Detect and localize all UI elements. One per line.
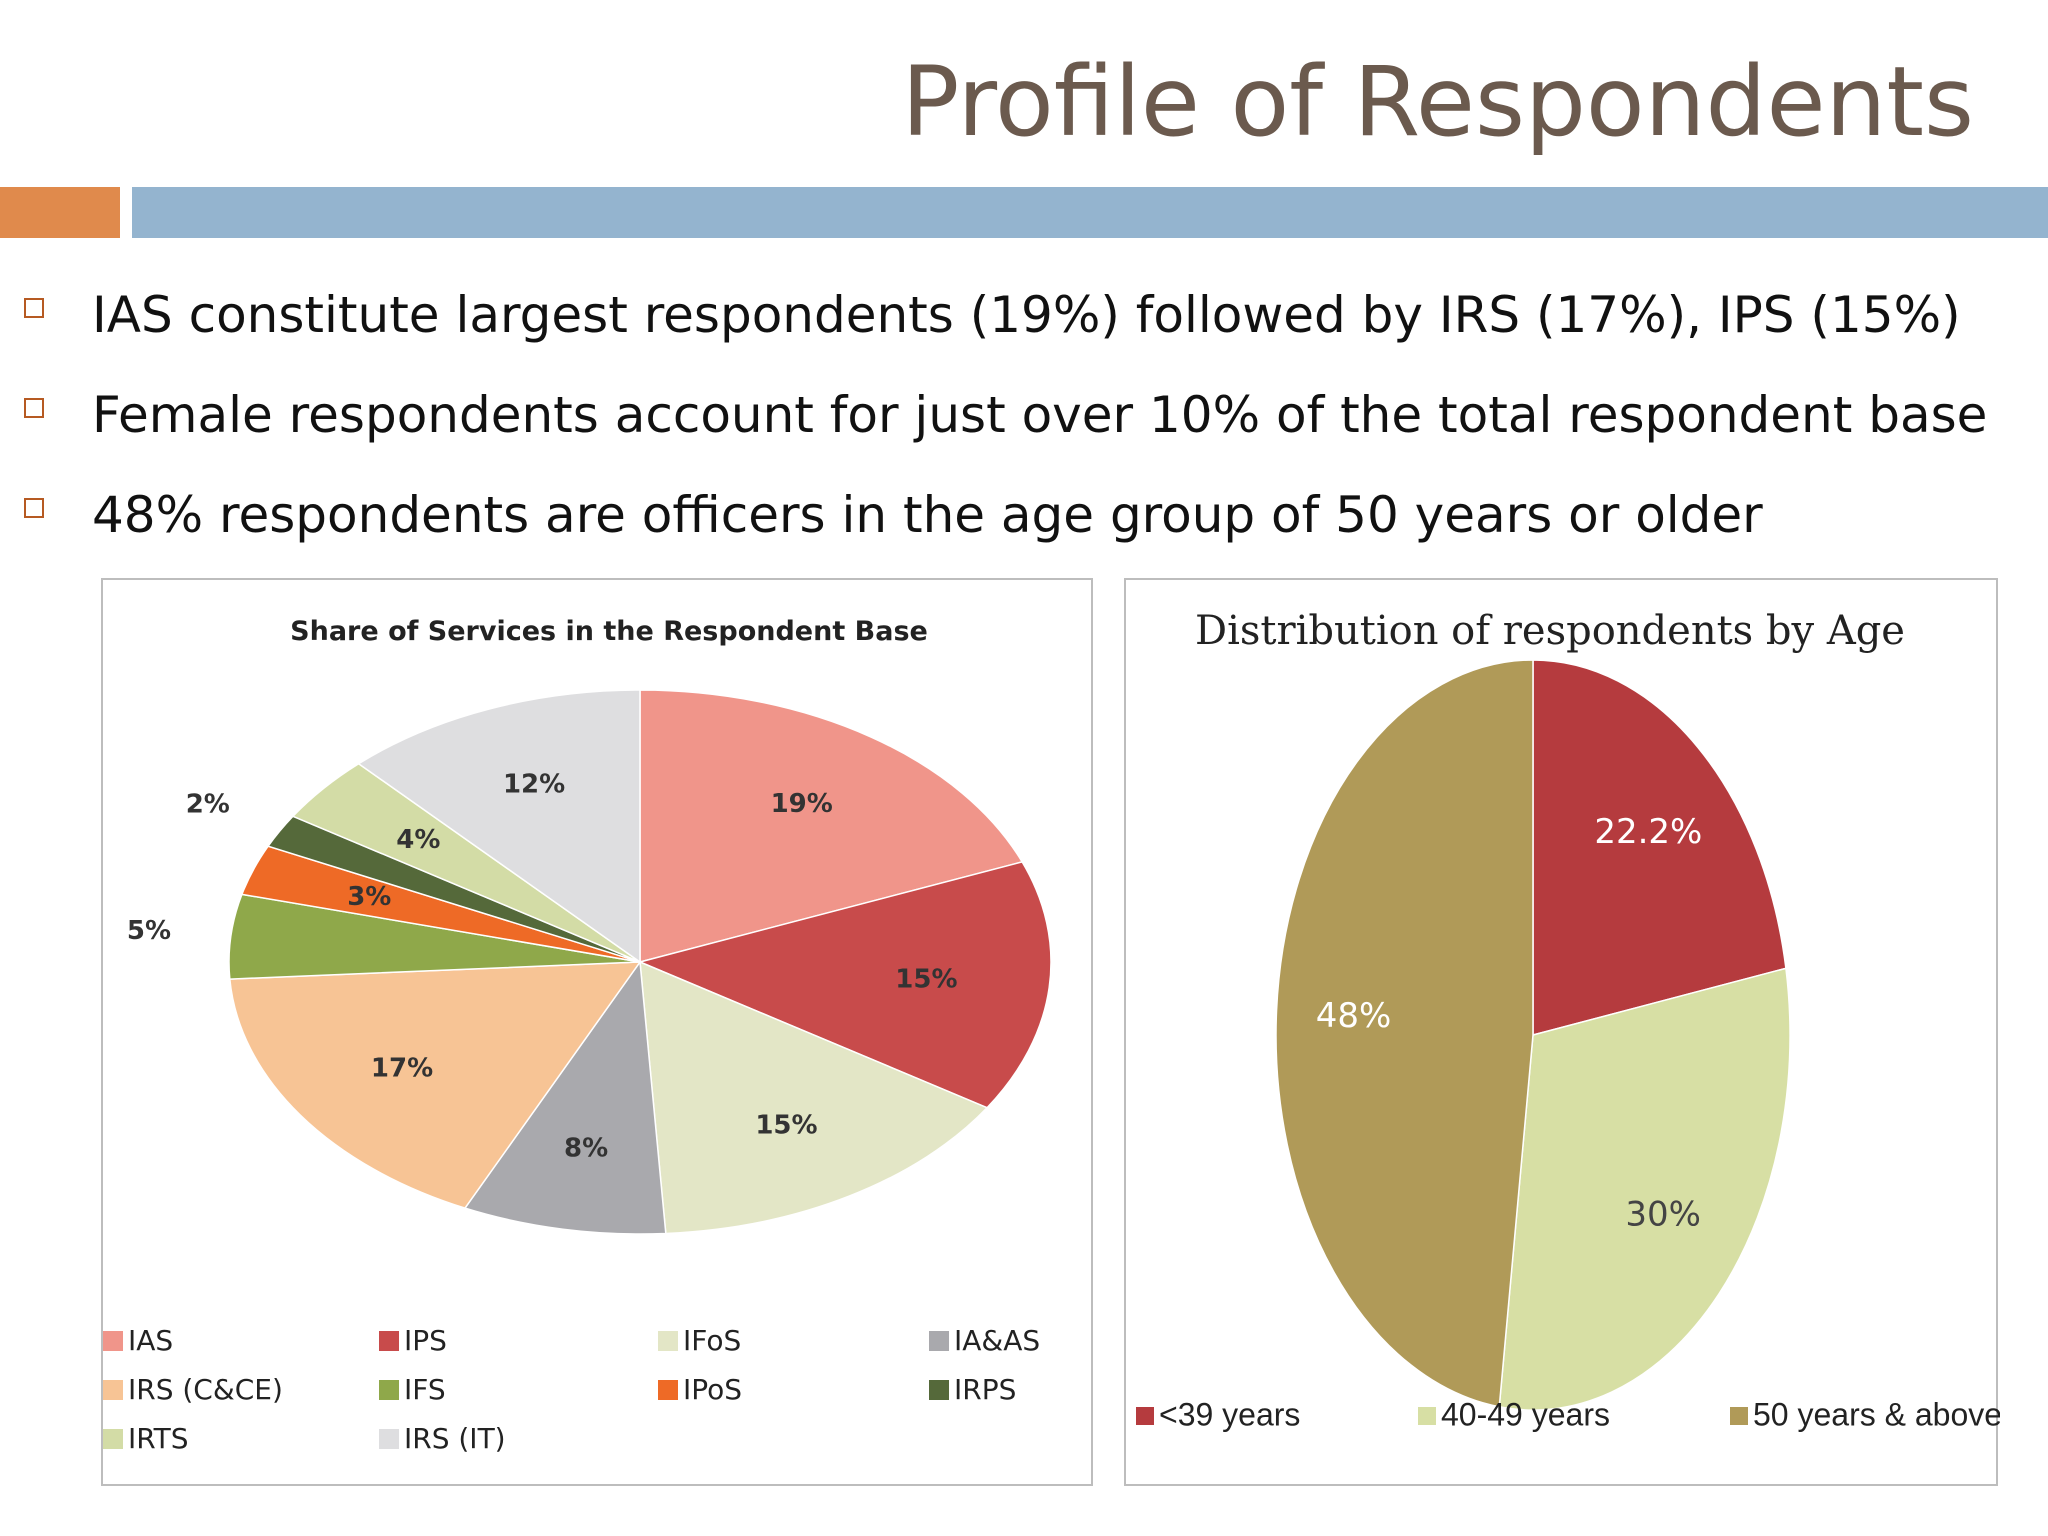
data-label: 12% xyxy=(503,769,565,799)
legend-label: IRS (C&CE) xyxy=(128,1373,283,1406)
data-label: 8% xyxy=(564,1134,608,1164)
legend-label: IRPS xyxy=(954,1373,1016,1406)
bullet-square-icon xyxy=(24,398,44,418)
legend-swatch xyxy=(1136,1407,1154,1425)
legend-swatch xyxy=(1730,1407,1748,1425)
legend-swatch xyxy=(929,1331,949,1351)
bullet-text: Female respondents account for just over… xyxy=(92,386,1988,444)
legend-swatch xyxy=(103,1429,123,1449)
legend-label: IA&AS xyxy=(954,1324,1040,1357)
legend-swatch xyxy=(379,1380,399,1400)
data-label: 48% xyxy=(1316,996,1392,1036)
accent-bar-orange xyxy=(0,187,120,238)
legend-swatch xyxy=(658,1331,678,1351)
legend-swatch xyxy=(103,1380,123,1400)
data-label: 2% xyxy=(186,789,230,819)
legend-label: <39 years xyxy=(1159,1396,1300,1432)
legend-label: IFS xyxy=(404,1373,446,1406)
bullet-text: IAS constitute largest respondents (19%)… xyxy=(92,286,1961,344)
legend-swatch xyxy=(379,1331,399,1351)
data-label: 5% xyxy=(127,916,171,946)
data-label: 30% xyxy=(1625,1195,1701,1235)
pie-slice-ias xyxy=(639,689,1024,963)
pie-slice-50-years-above xyxy=(1275,659,1534,1408)
age-chart-panel: Distribution of respondents by Age 22.2% 3… xyxy=(1124,578,2000,1486)
bullet-square-icon xyxy=(24,498,44,518)
legend-label: 50 years & above xyxy=(1753,1396,2000,1432)
pie-slice-ia-as xyxy=(463,959,667,1235)
legend-label: IRTS xyxy=(128,1422,189,1455)
bullet-item: IAS constitute largest respondents (19%)… xyxy=(24,265,1987,365)
legend-label: 40-49 years xyxy=(1441,1396,1610,1432)
pie-slice-ifos xyxy=(639,960,989,1235)
bullet-text: 48% respondents are officers in the age … xyxy=(92,486,1763,544)
data-label: 15% xyxy=(755,1110,817,1140)
slide-title: Profile of Respondents xyxy=(901,46,1974,158)
age-pie-chart: Distribution of respondents by Age 22.2% 3… xyxy=(1136,608,2000,1432)
bullet-item: Female respondents account for just over… xyxy=(24,365,1987,465)
accent-bar-blue xyxy=(132,187,2048,238)
data-label: 4% xyxy=(396,825,440,855)
legend-swatch xyxy=(658,1380,678,1400)
legend-label: IPoS xyxy=(683,1373,742,1406)
pie-slice-39-years xyxy=(1532,659,1787,1036)
chart-title: Share of Services in the Respondent Base xyxy=(290,616,928,647)
pie-slice-irs-it xyxy=(357,689,641,964)
chart-title: Distribution of respondents by Age xyxy=(1195,608,1905,654)
bullet-square-icon xyxy=(24,298,44,318)
data-label: 3% xyxy=(347,882,391,912)
bullet-item: 48% respondents are officers in the age … xyxy=(24,465,1987,565)
legend-swatch xyxy=(1418,1407,1436,1425)
pie-slice-40-49-years xyxy=(1498,967,1791,1411)
legend-swatch xyxy=(103,1331,123,1351)
legend-swatch xyxy=(379,1429,399,1449)
data-label: 19% xyxy=(771,789,833,819)
legend-swatch xyxy=(929,1380,949,1400)
data-label: 17% xyxy=(371,1054,433,1084)
pie-slice-ips xyxy=(637,861,1052,1109)
legend-label: IPS xyxy=(404,1324,447,1357)
bullet-list: IAS constitute largest respondents (19%)… xyxy=(24,265,1987,565)
data-label: 22.2% xyxy=(1594,812,1702,852)
services-pie-chart: Share of Services in the Respondent Base… xyxy=(103,616,1052,1455)
legend-label: IRS (IT) xyxy=(404,1422,506,1455)
services-chart-panel: Share of Services in the Respondent Base… xyxy=(101,578,1093,1486)
pie-slice-irs-c-ce xyxy=(228,961,642,1209)
data-label: 15% xyxy=(895,964,957,994)
legend-label: IAS xyxy=(128,1324,173,1357)
legend-label: IFoS xyxy=(683,1324,741,1357)
